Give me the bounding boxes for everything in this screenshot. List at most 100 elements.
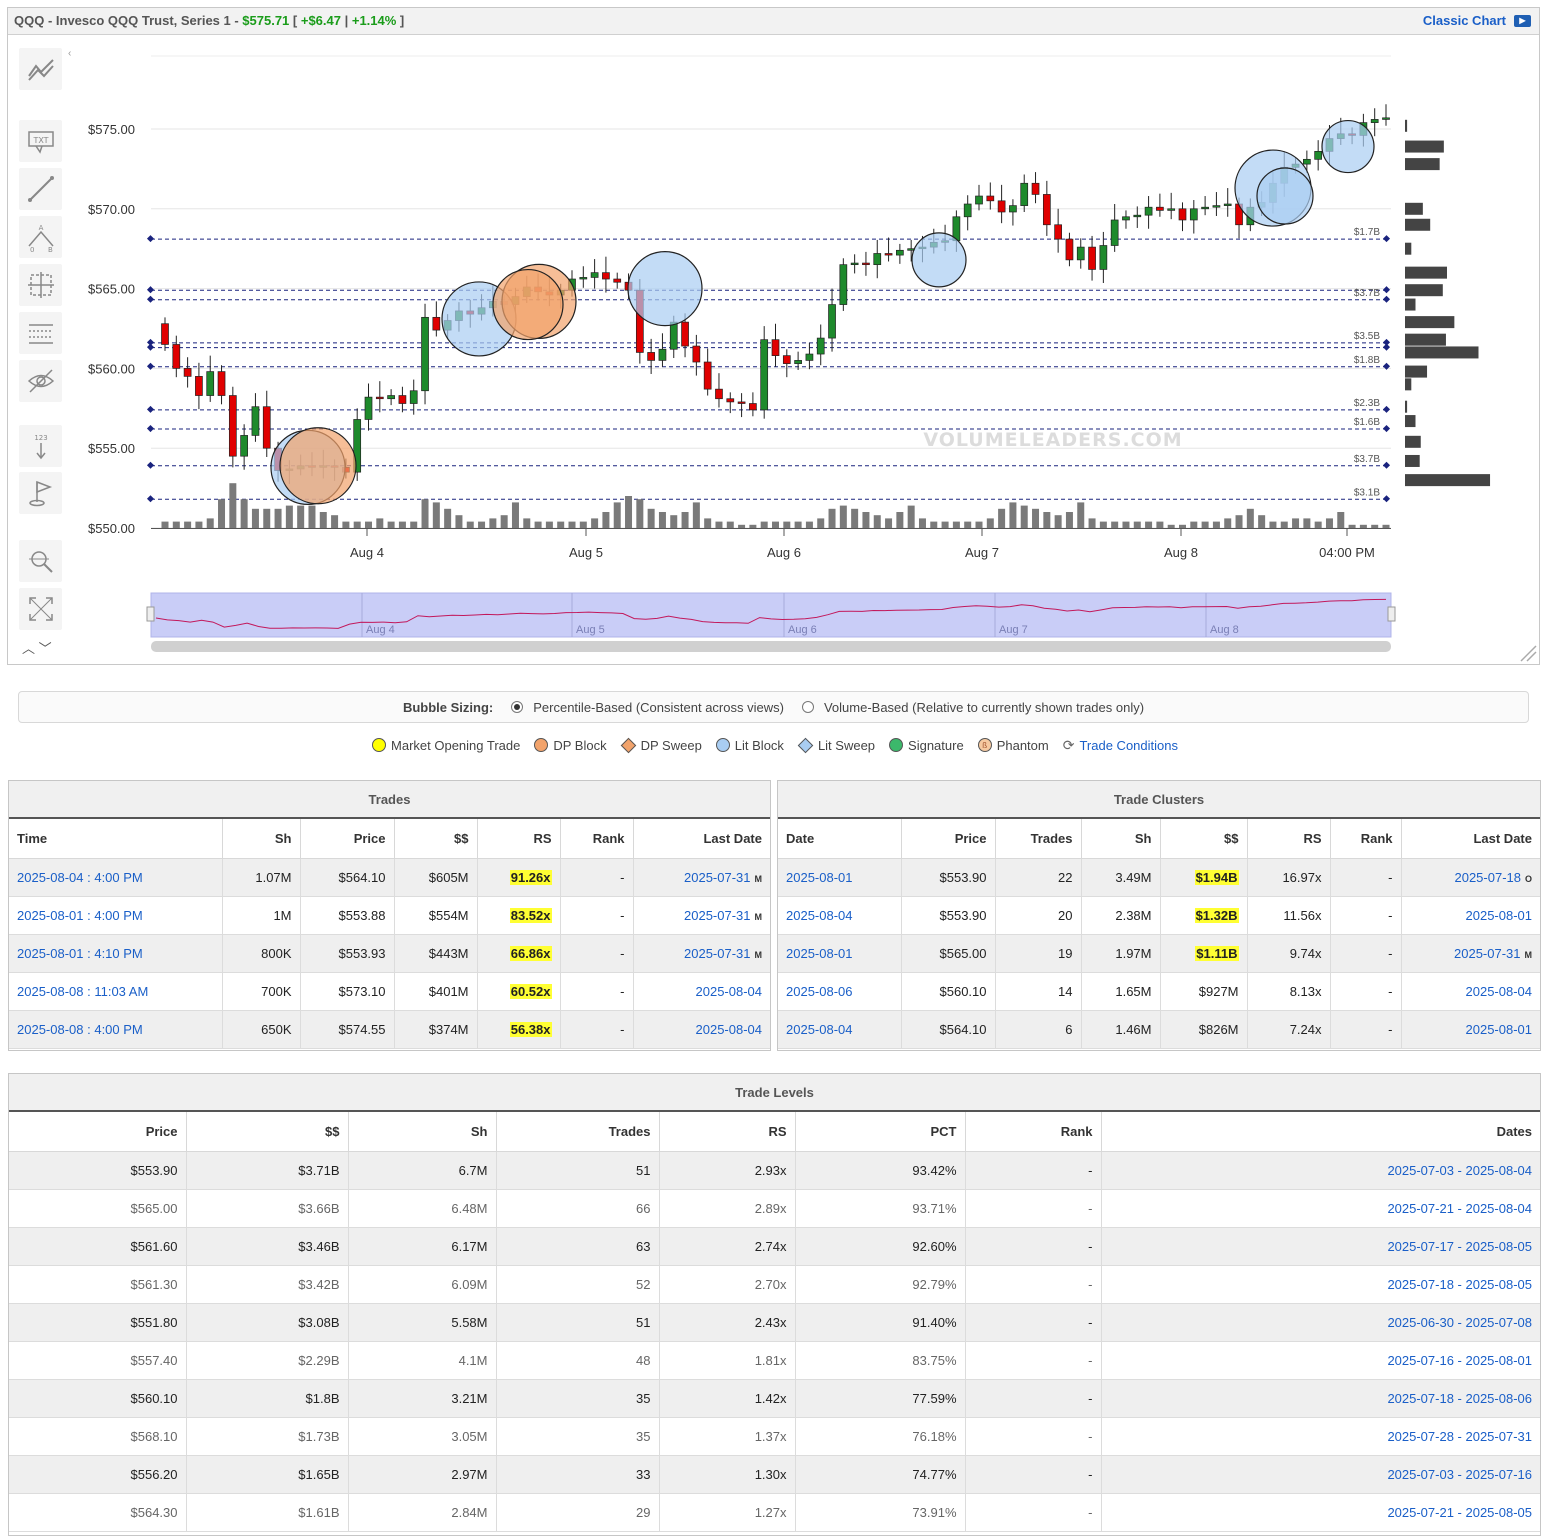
number-counter-icon[interactable]: 123	[19, 425, 62, 467]
trend-lines-icon[interactable]	[19, 48, 62, 90]
col-price[interactable]: Price	[9, 1112, 187, 1152]
trade-time[interactable]: 2025-08-04 : 4:00 PM	[9, 858, 223, 897]
level-dates[interactable]: 2025-06-30 - 2025-07-08	[1101, 1303, 1540, 1342]
cluster-last-date-link[interactable]: 2025-07-18	[1454, 869, 1521, 885]
trade-last-date[interactable]: 2025-07-31 M	[633, 896, 770, 935]
legend-dp-block[interactable]: DP Block	[534, 738, 607, 753]
table-row[interactable]: $556.20 $1.65B 2.97M 33 1.30x 74.77% - 2025-07-…	[9, 1455, 1540, 1494]
col-dollars[interactable]: $$	[186, 1112, 349, 1152]
level-dates-link[interactable]: 2025-07-16 - 2025-08-01	[1387, 1352, 1532, 1368]
cluster-last-date[interactable]: 2025-08-01	[1401, 1010, 1540, 1049]
table-row[interactable]: 2025-08-01 $553.90 22 3.49M $1.94B 16.97x -202…	[778, 858, 1540, 897]
level-dates-link[interactable]: 2025-07-21 - 2025-08-05	[1387, 1504, 1532, 1520]
resize-grip-icon[interactable]	[1517, 642, 1537, 662]
col-date[interactable]: Date	[778, 819, 902, 859]
cluster-last-date[interactable]: 2025-08-01	[1401, 896, 1540, 935]
cluster-last-date[interactable]: 2025-07-31 M	[1401, 934, 1540, 973]
legend-lit-sweep[interactable]: Lit Sweep	[797, 737, 875, 753]
legend-trade-conditions[interactable]: ⟳ Trade Conditions	[1063, 737, 1178, 754]
col-dollars[interactable]: $$	[394, 819, 478, 859]
table-row[interactable]: 2025-08-08 : 11:03 AM 700K $573.10 $401M 60.…	[9, 972, 770, 1011]
trade-last-date-link[interactable]: 2025-07-31	[684, 907, 751, 923]
table-row[interactable]: 2025-08-01 $565.00 19 1.97M $1.11B 9.74x -2025…	[778, 934, 1540, 973]
trade-time[interactable]: 2025-08-08 : 4:00 PM	[9, 1010, 223, 1049]
col-time[interactable]: Time	[9, 819, 223, 859]
col-trades[interactable]: Trades	[496, 1112, 660, 1152]
level-dates-link[interactable]: 2025-07-03 - 2025-07-16	[1387, 1466, 1532, 1482]
col-trades[interactable]: Trades	[995, 819, 1082, 859]
volume-based-radio[interactable]: Volume-Based (Relative to currently show…	[801, 700, 1144, 715]
text-annotation-icon[interactable]: TXT	[19, 120, 62, 162]
fibonacci-icon[interactable]: A 0 B	[19, 216, 62, 258]
trade-last-date-link[interactable]: 2025-07-31	[684, 945, 751, 961]
col-sh[interactable]: Sh	[222, 819, 301, 859]
col-last-date[interactable]: Last Date	[633, 819, 770, 859]
table-row[interactable]: 2025-08-04 $564.10 6 1.46M $826M 7.24x - 2025-0…	[778, 1010, 1540, 1049]
col-sh[interactable]: Sh	[348, 1112, 497, 1152]
trade-last-date[interactable]: 2025-07-31 M	[633, 858, 770, 897]
percentile-based-radio[interactable]: Percentile-Based (Consistent across view…	[511, 700, 784, 715]
level-dates-link[interactable]: 2025-07-28 - 2025-07-31	[1387, 1428, 1532, 1444]
table-row[interactable]: 2025-08-01 : 4:00 PM 1M $553.88 $554M 83.52x…	[9, 896, 770, 935]
col-last-date[interactable]: Last Date	[1401, 819, 1540, 859]
col-price[interactable]: Price	[300, 819, 395, 859]
table-row[interactable]: 2025-08-01 : 4:10 PM 800K $553.93 $443M 66.8…	[9, 934, 770, 973]
legend-phantom[interactable]: ß Phantom	[977, 738, 1049, 753]
trade-time[interactable]: 2025-08-01 : 4:00 PM	[9, 896, 223, 935]
table-row[interactable]: $557.40 $2.29B 4.1M 48 1.81x 83.75% - 2025-07-1…	[9, 1341, 1540, 1380]
crosshair-measure-icon[interactable]	[19, 264, 62, 306]
table-row[interactable]: 2025-08-04 $553.90 20 2.38M $1.32B 11.56x - 202…	[778, 896, 1540, 935]
cluster-date[interactable]: 2025-08-01	[778, 858, 902, 897]
fullscreen-icon[interactable]	[19, 588, 62, 630]
level-dates[interactable]: 2025-07-28 - 2025-07-31	[1101, 1417, 1540, 1456]
level-dates[interactable]: 2025-07-03 - 2025-07-16	[1101, 1455, 1540, 1494]
table-row[interactable]: $551.80 $3.08B 5.58M 51 2.43x 91.40% - 2025-06-…	[9, 1303, 1540, 1342]
table-row[interactable]: $561.30 $3.42B 6.09M 52 2.70x 92.79% - 2025-07-…	[9, 1265, 1540, 1304]
trade-time[interactable]: 2025-08-08 : 11:03 AM	[9, 972, 223, 1011]
col-price[interactable]: Price	[901, 819, 996, 859]
flag-marker-icon[interactable]	[19, 472, 62, 514]
col-sh[interactable]: Sh	[1081, 819, 1161, 859]
level-dates-link[interactable]: 2025-07-03 - 2025-08-04	[1387, 1162, 1532, 1178]
hide-annotations-icon[interactable]	[19, 360, 62, 402]
legend-market-opening[interactable]: Market Opening Trade	[372, 738, 520, 753]
table-row[interactable]: $568.10 $1.73B 3.05M 35 1.37x 76.18% - 2025-07-…	[9, 1417, 1540, 1456]
cluster-last-date-link[interactable]: 2025-07-31	[1454, 945, 1521, 961]
cluster-date-link[interactable]: 2025-08-06	[786, 983, 853, 999]
cluster-last-date[interactable]: 2025-07-18 O	[1401, 858, 1540, 897]
col-rs[interactable]: RS	[659, 1112, 796, 1152]
classic-chart-link[interactable]: Classic Chart ▶	[1423, 8, 1531, 34]
table-row[interactable]: $561.60 $3.46B 6.17M 63 2.74x 92.60% - 2025-07-…	[9, 1227, 1540, 1266]
trade-time-link[interactable]: 2025-08-01 : 4:10 PM	[17, 945, 143, 961]
cluster-date[interactable]: 2025-08-01	[778, 934, 902, 973]
legend-dp-sweep[interactable]: DP Sweep	[620, 737, 702, 753]
cluster-date-link[interactable]: 2025-08-04	[786, 907, 853, 923]
cluster-date-link[interactable]: 2025-08-01	[786, 869, 853, 885]
col-rs[interactable]: RS	[477, 819, 561, 859]
toolbar-scroll-arrows[interactable]: ︿ ﹀	[22, 641, 52, 656]
cluster-date-link[interactable]: 2025-08-01	[786, 945, 853, 961]
table-row[interactable]: $560.10 $1.8B 3.21M 35 1.42x 77.59% - 2025-07-1…	[9, 1379, 1540, 1418]
level-dates[interactable]: 2025-07-21 - 2025-08-04	[1101, 1189, 1540, 1228]
level-dates[interactable]: 2025-07-18 - 2025-08-05	[1101, 1265, 1540, 1304]
table-row[interactable]: $564.30 $1.61B 2.84M 29 1.27x 73.91% - 2025-07-…	[9, 1493, 1540, 1532]
legend-signature[interactable]: Signature	[889, 738, 964, 753]
level-dates-link[interactable]: 2025-07-18 - 2025-08-05	[1387, 1276, 1532, 1292]
level-dates-link[interactable]: 2025-07-21 - 2025-08-04	[1387, 1200, 1532, 1216]
col-dates[interactable]: Dates	[1101, 1112, 1540, 1152]
level-dates-link[interactable]: 2025-06-30 - 2025-07-08	[1387, 1314, 1532, 1330]
cluster-last-date-link[interactable]: 2025-08-01	[1465, 1021, 1533, 1037]
trade-last-date-link[interactable]: 2025-08-04	[695, 1021, 763, 1037]
price-chart[interactable]: $575.00 $570.00 $565.00 $560.00 $555.00 $550.…	[8, 36, 1539, 664]
grid-settings-icon[interactable]	[19, 312, 62, 354]
level-dates[interactable]: 2025-07-17 - 2025-08-05	[1101, 1227, 1540, 1266]
cluster-last-date[interactable]: 2025-08-04	[1401, 972, 1540, 1011]
cluster-date-link[interactable]: 2025-08-04	[786, 1021, 853, 1037]
level-dates[interactable]: 2025-07-03 - 2025-08-04	[1101, 1151, 1540, 1190]
col-dollars[interactable]: $$	[1160, 819, 1248, 859]
cluster-date[interactable]: 2025-08-04	[778, 896, 902, 935]
level-dates-link[interactable]: 2025-07-18 - 2025-08-06	[1387, 1390, 1532, 1406]
trade-last-date-link[interactable]: 2025-07-31	[684, 869, 751, 885]
table-row[interactable]: 2025-08-06 $560.10 14 1.65M $927M 8.13x - 2025-…	[778, 972, 1540, 1011]
table-row[interactable]: $565.00 $3.66B 6.48M 66 2.89x 93.71% - 2025-07-…	[9, 1189, 1540, 1228]
